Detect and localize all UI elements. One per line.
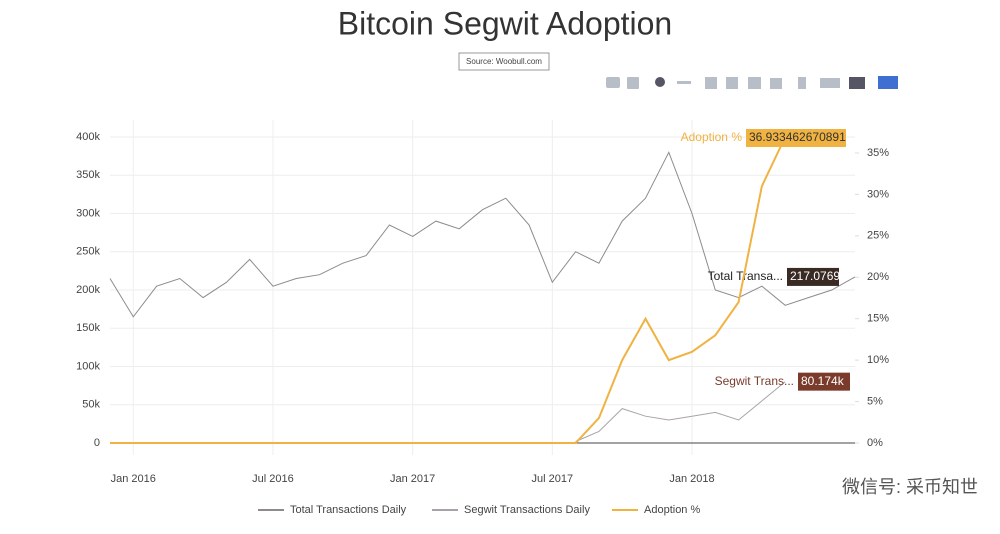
y2-tick-label: 5%: [867, 395, 883, 407]
series-line: [575, 381, 786, 442]
hover-name: Segwit Trans...: [715, 374, 794, 388]
hover-name: Adoption %: [681, 130, 743, 144]
hover-box: [787, 267, 839, 286]
y-tick-label: 200k: [76, 284, 100, 296]
series-line: [109, 151, 856, 318]
y-tick-label: 300k: [76, 207, 100, 219]
y-tick-label: 150k: [76, 322, 100, 334]
chart-subtitle: Source: Woobull.com: [466, 57, 542, 66]
y-tick-label: 100k: [76, 360, 100, 372]
x-tick-label: Jul 2016: [252, 473, 294, 485]
autoscale-icon[interactable]: [748, 77, 761, 89]
zoom-icon[interactable]: [655, 77, 665, 87]
y2-tick-label: 20%: [867, 271, 889, 283]
y2-tick-label: 0%: [867, 437, 883, 449]
zoom-out-icon[interactable]: [726, 77, 738, 89]
legend-label: Adoption %: [644, 504, 700, 516]
legend-label: Total Transactions Daily: [290, 504, 407, 516]
pan-icon[interactable]: [677, 81, 691, 84]
spike-icon[interactable]: [798, 77, 806, 89]
hover-closest-icon[interactable]: [820, 78, 840, 88]
hover-value: 80.174k: [801, 374, 845, 388]
legend-label: Segwit Transactions Daily: [464, 504, 590, 516]
toolbar: [606, 76, 898, 89]
series-line: [110, 136, 787, 444]
x-tick-label: Jan 2017: [390, 473, 435, 485]
x-tick-label: Jul 2017: [532, 473, 574, 485]
hover-box: [746, 129, 846, 147]
y2-tick-label: 25%: [867, 230, 889, 242]
hover-value: 36.933462670891: [749, 130, 846, 144]
save-icon[interactable]: [627, 77, 639, 89]
y2-tick-label: 15%: [867, 313, 889, 325]
y2-tick-label: 30%: [867, 188, 889, 200]
home-icon[interactable]: [770, 78, 782, 89]
y-tick-label: 400k: [76, 131, 100, 143]
y-tick-label: 250k: [76, 246, 100, 258]
y-tick-label: 50k: [82, 399, 100, 411]
hover-compare-icon[interactable]: [849, 77, 865, 89]
watermark: 微信号: 采币知世: [842, 477, 978, 497]
source-box: [458, 52, 550, 71]
x-tick-label: Jan 2016: [111, 473, 156, 485]
y2-tick-label: 35%: [867, 147, 889, 159]
hover-name: Total Transa...: [708, 269, 783, 283]
zoom-in-icon[interactable]: [705, 77, 717, 89]
hover-value: 217.0769k: [790, 269, 847, 283]
plotly-logo[interactable]: [878, 76, 898, 89]
camera-icon[interactable]: [606, 77, 620, 88]
hover-box: [798, 372, 850, 391]
chart-title: Bitcoin Segwit Adoption: [338, 5, 672, 41]
y-tick-label: 350k: [76, 169, 100, 181]
x-tick-label: Jan 2018: [669, 473, 714, 485]
y-tick-label: 0: [94, 437, 100, 449]
y2-tick-label: 10%: [867, 354, 889, 366]
